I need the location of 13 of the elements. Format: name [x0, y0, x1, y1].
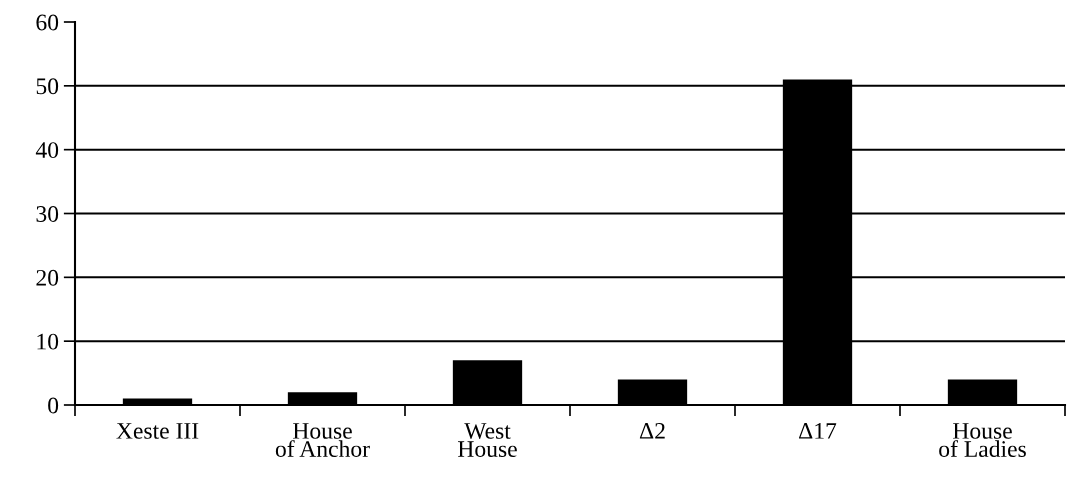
x-tick-label: West House — [458, 423, 517, 457]
y-tick-label: 30 — [36, 205, 59, 222]
y-tick-label: 10 — [37, 333, 59, 350]
y-tick-label: 50 — [36, 78, 59, 95]
y-tick-label: 40 — [35, 142, 59, 159]
x-tick-label: House of Anchor — [275, 423, 370, 457]
x-tick-label: Xeste III — [116, 423, 199, 439]
y-tick-label: 60 — [36, 14, 59, 31]
x-tick-label: Δ17 — [799, 423, 837, 439]
y-tick-label: 20 — [36, 269, 59, 286]
x-tick-label: House of Ladies — [939, 423, 1026, 457]
y-tick-label: 0 — [48, 397, 59, 414]
x-tick-label: Δ2 — [639, 422, 665, 439]
